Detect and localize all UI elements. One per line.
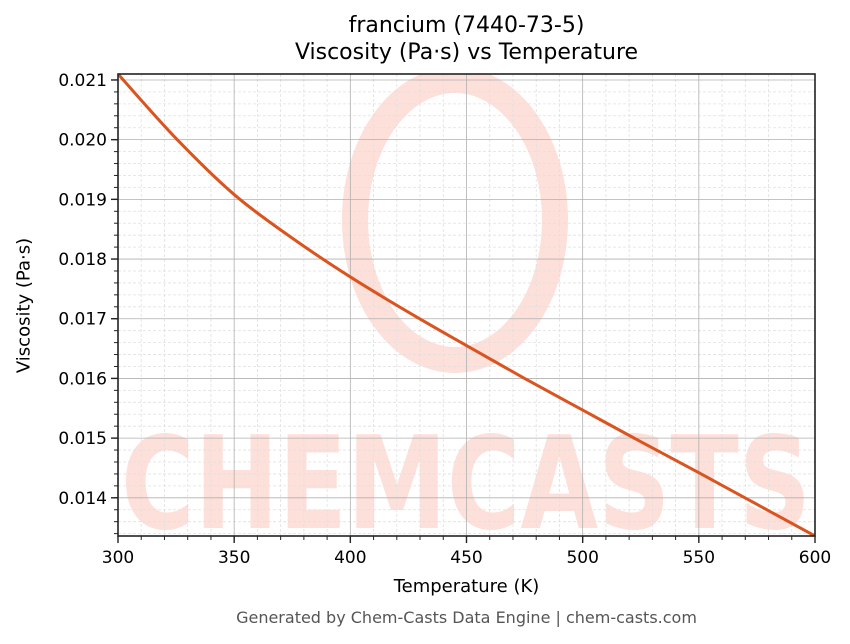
y-axis-ticks: 0.014 0.015 0.016 0.017 0.018 0.019 0.020 0.021: [58, 71, 118, 535]
x-axis-ticks: 300 350 400 450 500 550 600: [102, 536, 831, 568]
y-tick-label: 0.017: [58, 310, 107, 330]
x-tick-label: 500: [566, 548, 598, 568]
x-tick-label: 450: [450, 548, 482, 568]
chart-title-property: Viscosity (Pa·s) vs Temperature: [294, 40, 639, 65]
x-tick-label: 400: [334, 548, 366, 568]
y-tick-label: 0.015: [58, 429, 107, 449]
y-tick-label: 0.020: [58, 131, 107, 151]
viscosity-line: [118, 74, 815, 536]
y-tick-label: 0.019: [58, 190, 107, 210]
y-tick-label: 0.018: [58, 250, 107, 270]
y-tick-label: 0.014: [58, 489, 107, 509]
watermark: CHEMCASTS: [121, 74, 811, 559]
x-tick-label: 350: [218, 548, 250, 568]
x-tick-label: 300: [102, 548, 134, 568]
chart-title-compound: francium (7440-73-5): [348, 13, 585, 38]
svg-text:CHEMCASTS: CHEMCASTS: [121, 410, 811, 559]
y-axis-label: Viscosity (Pa·s): [13, 237, 35, 374]
footer-credit: Generated by Chem-Casts Data Engine | ch…: [236, 608, 697, 627]
x-tick-label: 600: [799, 548, 831, 568]
y-tick-label: 0.016: [58, 369, 107, 389]
y-tick-label: 0.021: [58, 71, 107, 91]
x-axis-label: Temperature (K): [393, 576, 540, 597]
x-tick-label: 550: [683, 548, 715, 568]
